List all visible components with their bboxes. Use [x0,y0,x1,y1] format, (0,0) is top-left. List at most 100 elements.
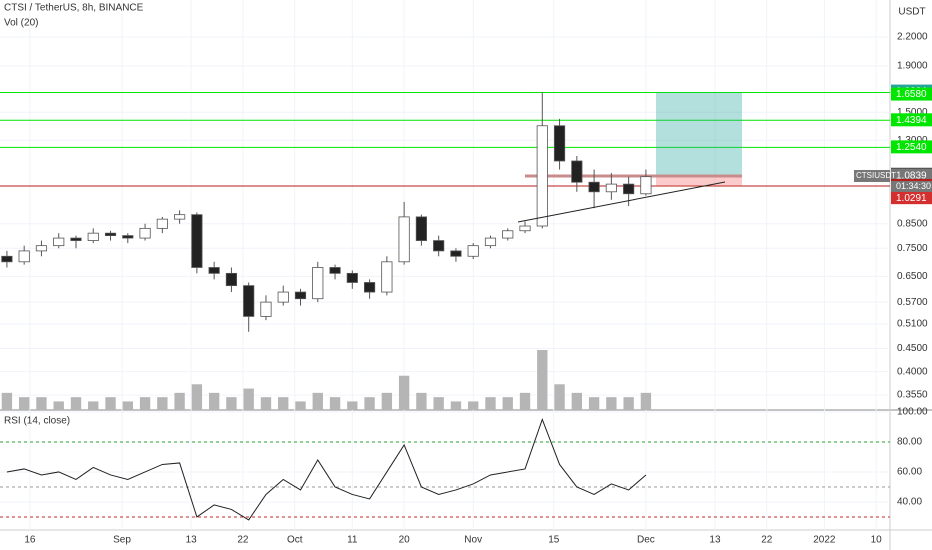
price-label-bg [891,113,932,127]
x-tick-label: Nov [464,535,482,546]
price-label-bg [891,191,932,205]
candle-body [553,125,566,162]
candle-body [35,245,48,252]
price-label: 1.2540 [896,142,927,153]
y-tick-label: 0.8500 [897,218,928,229]
volume-bar [398,375,410,410]
volume-bar [139,397,151,410]
price-label: 1.0291 [896,193,927,204]
candle-body [381,261,393,293]
candle-body [415,216,427,241]
candle-body [588,181,600,193]
candle-body [519,225,531,232]
y2-tick-label: 40.00 [897,497,922,508]
symbol: CTSIUSDT [856,171,896,180]
volume-label: Vol (20) [4,18,38,29]
countdown-bg [891,180,932,192]
candle-body [536,125,548,227]
volume-bar [122,401,133,410]
volume-bar [468,401,479,410]
volume-bar [105,397,116,410]
volume-bar [260,397,272,410]
volume-bar [571,392,583,410]
volume-bar [485,397,496,410]
candle-body [174,214,186,220]
candle-body [364,282,376,293]
x-tick-label: 2022 [813,535,836,546]
candle-body [156,218,168,229]
candle-body [294,291,307,300]
rsi-line [6,417,647,521]
x-tick-label: Sep [113,535,131,546]
candle-body [502,230,514,239]
volume-bar [312,392,323,410]
y-tick-label: 0.6500 [897,271,928,282]
volume-bar [18,397,30,410]
candle-body [467,245,479,257]
volume-bar [433,397,444,410]
candle-body [571,160,583,183]
price-label: 1.0839 [896,171,927,182]
candle-body [312,267,324,300]
trendline [517,181,726,223]
candle-body [208,267,220,274]
volume-bar [329,397,341,410]
x-tick-label: 16 [24,535,36,546]
y-tick-label: 0.4000 [897,366,928,377]
y-tick-label: 0.3550 [897,390,928,401]
x-tick-label: Oct [287,535,303,546]
candle-body [1,255,13,263]
volume-bar [606,397,617,410]
candle-body [122,235,134,239]
y-tick-label: 0.4500 [897,343,928,354]
candle-body [53,237,65,247]
candle-body [398,216,410,263]
candle-body [623,183,635,195]
volume-bar [174,392,185,410]
y2-tick-label: 60.00 [897,467,922,478]
volume-bar [502,397,513,410]
candle-body [329,267,341,274]
candle-body [18,250,30,263]
volume-bar [519,392,531,410]
volume-bar [208,392,220,410]
price-label: 1.6580 [896,89,927,100]
currency: USDT [898,7,925,18]
loss-zone [656,175,742,186]
price-label-bg [891,168,932,182]
x-tick-label: 15 [548,535,560,546]
candle-body [191,214,203,268]
y-tick-label: 0.5700 [897,297,928,308]
symbol-bg [854,169,890,182]
candle-body [277,291,289,303]
price-label: 1.4394 [896,115,927,126]
candle-body [139,227,151,239]
rsi-label: RSI (14, close) [4,416,70,427]
x-tick-label: 22 [237,535,249,546]
volume-bar [70,397,82,410]
volume-bar [295,401,306,410]
x-tick-label: 10 [871,535,883,546]
y2-tick-label: 80.00 [897,437,922,448]
candle-body [87,232,99,241]
candle-body [605,183,617,193]
candle-body [484,237,497,247]
volume-bar [191,384,203,410]
y-tick-label: 0.5100 [897,319,928,330]
price-label-bg [891,87,932,101]
candle-body [433,240,445,252]
y2-tick-label: 100.00 [897,407,928,418]
candle-body [70,237,82,241]
volume-bar [53,401,64,410]
volume-bar [364,397,375,410]
y-tick-label: 2.2000 [897,32,928,43]
candle-body [225,272,238,287]
candle-body [243,285,255,317]
volume-bar [588,397,600,410]
volume-bar [554,384,565,410]
marks [0,0,890,530]
price-label-bg [891,140,932,154]
x-tick-label: 13 [186,535,198,546]
